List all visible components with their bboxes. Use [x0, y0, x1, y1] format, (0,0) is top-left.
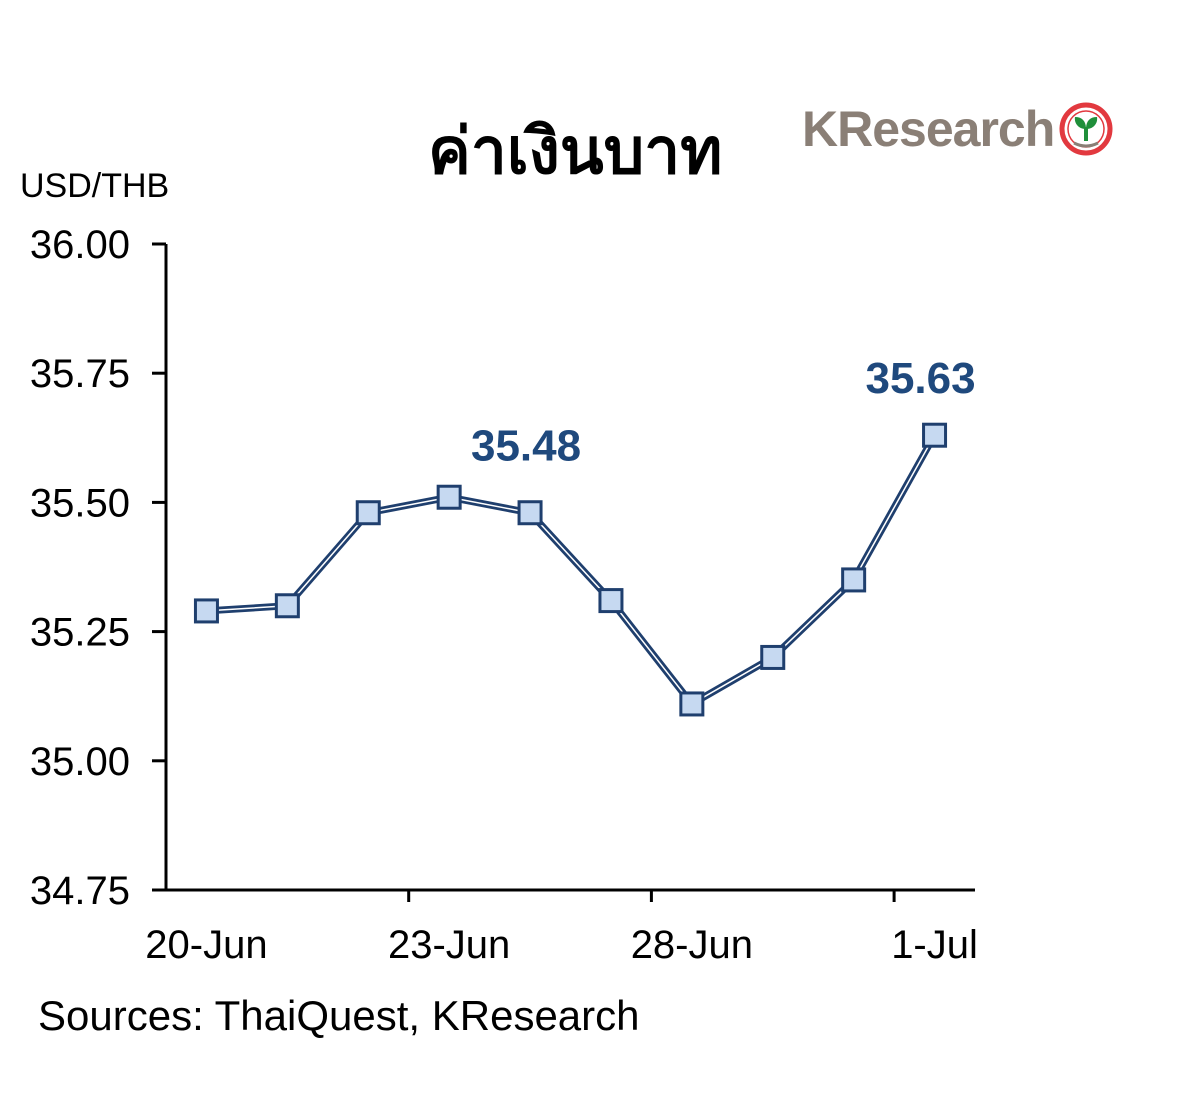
y-tick-label: 34.75	[30, 869, 130, 913]
data-point-marker	[355, 500, 381, 526]
y-tick-label: 35.75	[30, 352, 130, 396]
data-label: 35.48	[471, 422, 581, 471]
data-point-marker	[598, 588, 624, 614]
series-line	[206, 433, 938, 708]
data-point-marker	[274, 593, 300, 619]
x-tick-label: 28-Jun	[631, 923, 753, 967]
series-line-highlight	[206, 434, 936, 705]
data-point-marker	[760, 644, 786, 670]
y-tick-label: 35.00	[30, 740, 130, 784]
data-label: 35.63	[865, 354, 975, 403]
data-point-marker	[517, 500, 543, 526]
chart-title: ค่าเงินบาท	[428, 115, 723, 189]
y-tick-label: 35.50	[30, 481, 130, 525]
x-tick-label: 20-Jun	[145, 923, 267, 967]
logo-text: KResearch	[802, 101, 1055, 157]
data-point-marker	[841, 567, 867, 593]
y-tick-label: 35.25	[30, 611, 130, 655]
x-tick-label: 1-Jul	[891, 923, 978, 967]
data-point-marker	[193, 598, 219, 624]
sources-note: Sources: ThaiQuest, KResearch	[38, 992, 640, 1039]
data-point-marker	[436, 484, 462, 510]
y-axis-title: USD/THB	[20, 167, 169, 205]
x-tick-label: 23-Jun	[388, 923, 510, 967]
data-point-marker	[922, 422, 948, 448]
kresearch-logo: KResearch	[802, 100, 1114, 158]
data-point-marker	[679, 691, 705, 717]
sprout-logo-icon	[1059, 102, 1113, 156]
y-tick-label: 36.00	[30, 223, 130, 267]
